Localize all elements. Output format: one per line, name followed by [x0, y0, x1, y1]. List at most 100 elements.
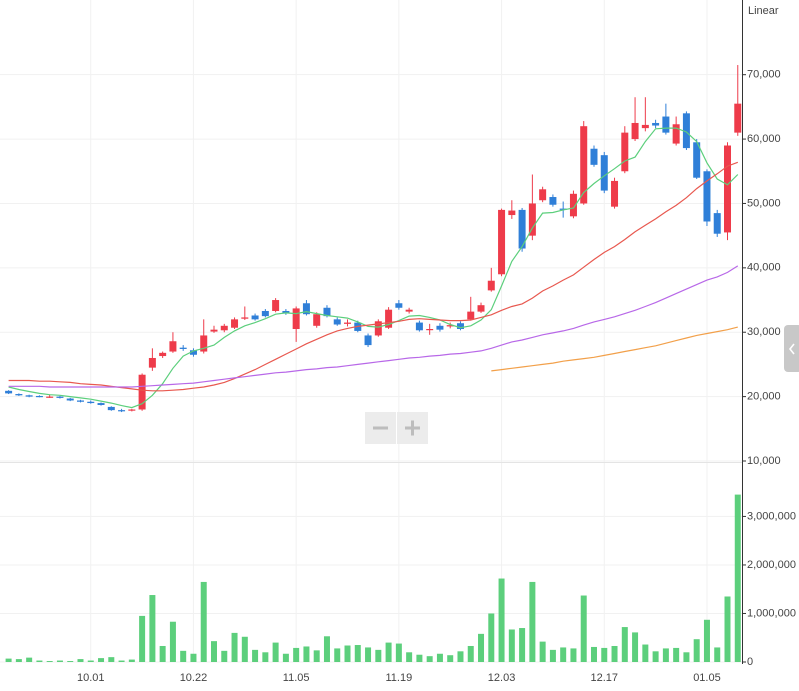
volume-bar	[508, 629, 515, 662]
candle-body	[210, 329, 218, 332]
candle-body	[128, 409, 136, 411]
volume-bar	[231, 632, 238, 662]
x-tick-label: 11.19	[386, 672, 413, 684]
x-tick-label: 12.17	[590, 672, 618, 684]
volume-bar	[282, 653, 289, 662]
candle-body	[189, 350, 197, 355]
candle-body	[611, 180, 619, 207]
volume-bar	[539, 641, 546, 662]
y-tick-label: 2,000,000	[747, 559, 796, 571]
volume-bar	[652, 651, 659, 662]
volume-bar	[354, 645, 361, 662]
y-tick-label: 70,000	[747, 69, 781, 81]
volume-bar	[416, 654, 423, 662]
candle-body	[159, 352, 167, 357]
candle-body	[323, 307, 331, 317]
candle-body	[436, 325, 444, 330]
volume-bar	[673, 647, 680, 662]
volume-bar	[46, 661, 53, 662]
volume-bar	[262, 652, 269, 662]
candle-body	[56, 396, 64, 398]
candle-body	[405, 309, 413, 312]
volume-bar	[211, 641, 217, 662]
volume-bar	[344, 645, 351, 662]
candle-body	[344, 322, 352, 324]
y-tick-label: 60,000	[747, 133, 781, 145]
candle-body	[35, 395, 43, 398]
volume-bar	[293, 647, 300, 662]
candle-body	[693, 142, 701, 178]
volume-bar	[98, 658, 105, 662]
volume-bar	[590, 646, 597, 662]
candle-body	[446, 325, 454, 327]
volume-bar	[375, 649, 382, 662]
candle-body	[364, 335, 372, 346]
candle-body	[549, 197, 557, 205]
volume-bar	[642, 644, 649, 662]
volume-bar	[560, 647, 567, 662]
volume-bar	[488, 613, 495, 662]
volume-bar	[169, 621, 176, 662]
candle-body	[652, 122, 660, 126]
volume-bar	[395, 643, 402, 662]
volume-bar	[519, 628, 526, 662]
candle-body	[76, 400, 84, 402]
candle-body	[528, 203, 536, 236]
volume-bar	[5, 658, 12, 662]
y-tick-label: 40,000	[747, 262, 781, 274]
candle-body	[590, 148, 598, 165]
marks	[5, 65, 742, 662]
moving-average-line	[8, 265, 739, 388]
y-tick-label: 20,000	[747, 391, 781, 403]
candle-body	[385, 309, 393, 328]
volume-bar	[467, 645, 474, 662]
volume-bar	[436, 653, 443, 662]
volume-bar	[200, 581, 207, 662]
y-tick-label: 0	[747, 656, 753, 668]
volume-bar	[108, 657, 115, 662]
candle-body	[672, 124, 680, 144]
moving-average-line	[8, 127, 739, 409]
candle-body	[734, 103, 742, 133]
candle-body	[282, 310, 290, 313]
candle-body	[467, 311, 475, 320]
candle-body	[313, 314, 321, 326]
x-tick-label: 01.05	[693, 672, 721, 684]
volume-bar	[570, 648, 577, 662]
candle-body	[302, 303, 310, 315]
candle-body	[87, 401, 95, 404]
side-tab[interactable]	[784, 325, 799, 372]
volume-bar	[159, 645, 166, 662]
moving-average-line	[8, 161, 739, 392]
y-tick-label: 50,000	[747, 197, 781, 209]
candle-body	[292, 308, 300, 330]
candle-body	[333, 319, 341, 325]
scale-label: Linear	[748, 5, 779, 17]
volume-bar	[118, 660, 125, 662]
volume-bar	[426, 656, 433, 662]
candle-body	[169, 341, 177, 352]
side-tab-button[interactable]	[784, 325, 799, 372]
volume-bar	[498, 578, 505, 662]
volume-bar	[406, 652, 413, 662]
volume-bar	[703, 619, 710, 662]
candle-body	[241, 317, 249, 319]
candle-body	[621, 132, 629, 172]
candle-body	[374, 321, 382, 336]
y-tick-label: 1,000,000	[747, 607, 796, 619]
volume-bar	[621, 627, 628, 662]
volume-bar	[683, 652, 690, 662]
candle-body	[251, 315, 259, 320]
moving-average-line	[491, 326, 738, 372]
candle-body	[415, 322, 423, 331]
candle-body	[118, 410, 126, 412]
volume-bar	[272, 642, 279, 662]
candle-body	[179, 347, 187, 349]
volume-bar	[385, 642, 392, 662]
candle-body	[261, 310, 269, 317]
zoom-control	[365, 412, 428, 444]
candle-body	[107, 406, 115, 411]
volume-bar	[252, 649, 259, 662]
candle-body	[231, 319, 239, 328]
